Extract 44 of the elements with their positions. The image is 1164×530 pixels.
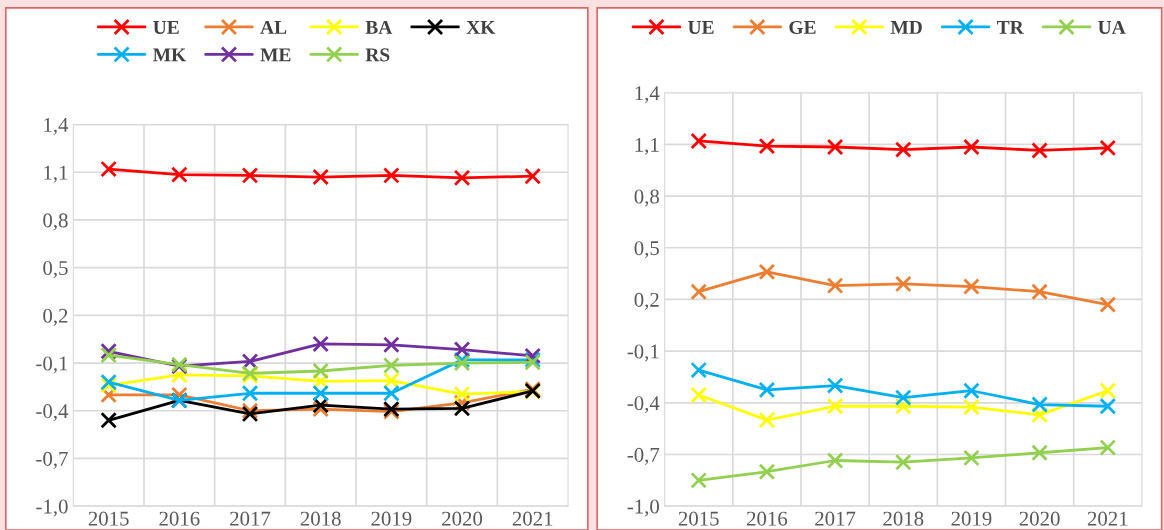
y-tick-label: -0,1 [36,356,68,374]
x-tick-label: 2017 [815,511,856,526]
y-tick-label: 1,1 [635,137,659,155]
x-tick-label: 2018 [300,511,341,526]
y-tick-label: -0,7 [627,447,660,465]
legend-label: MD [890,21,922,34]
y-tick-label: -1,0 [36,499,68,517]
legend-label: UE [153,21,179,34]
y-tick-label: -1,0 [627,499,659,517]
x-tick-label: 2021 [512,511,553,526]
x-tick-label: 2020 [442,511,483,526]
legend-label: GE [789,20,816,34]
legend-label: UA [1098,20,1126,34]
x-tick-label: 2019 [371,511,412,526]
y-tick-label: -0,7 [36,451,68,469]
y-tick-label: 1,4 [635,86,660,104]
legend-label: ME [260,48,291,62]
x-tick-label: 2015 [88,511,129,526]
x-tick-label: 2021 [1087,511,1128,526]
y-tick-label: -0,1 [627,344,659,362]
y-tick-label: -0,4 [36,404,69,422]
y-tick-label: 0,2 [634,292,659,310]
legend-label: BA [365,20,393,34]
y-tick-label: 0,5 [43,261,68,279]
x-tick-label: 2017 [230,511,271,526]
x-tick-label: 2019 [951,511,992,526]
y-tick-label: 0,8 [43,213,68,231]
x-tick-label: 2016 [746,511,788,526]
x-tick-label: 2015 [678,511,719,526]
y-tick-label: 1,4 [44,118,69,135]
legend-label: RS [365,48,390,62]
legend-label: AL [260,20,287,34]
legend-label: UE [688,21,714,34]
y-tick-label: 0,8 [634,189,659,207]
y-tick-label: 1,1 [44,165,68,183]
y-tick-label: 0,2 [43,308,68,326]
legend-label: TR [997,21,1024,34]
x-tick-label: 2016 [159,511,200,526]
y-tick-label: -0,4 [627,396,660,414]
legend-label: XK [466,21,496,34]
legend-label: MK [153,48,187,62]
y-tick-label: 0,5 [634,241,659,259]
x-tick-label: 2018 [883,511,924,526]
x-tick-label: 2020 [1019,511,1060,526]
